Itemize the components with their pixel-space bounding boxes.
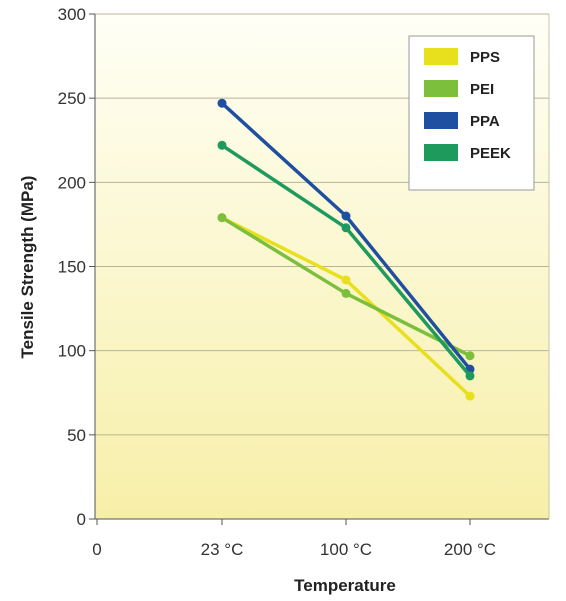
legend-swatch [424,112,458,129]
y-tick-label: 100 [58,342,86,361]
data-point-peek [465,371,475,381]
legend-swatch [424,144,458,161]
series-lines [217,98,475,401]
x-axis-title: Temperature [294,576,396,595]
legend-label: PEEK [470,145,511,162]
data-point-pps [341,275,351,285]
legend-label: PPA [470,113,500,130]
y-tick-label: 150 [58,258,86,277]
y-tick-label: 50 [67,426,86,445]
legend-swatch [424,48,458,65]
data-point-ppa [217,98,227,108]
data-point-pei [341,288,351,298]
y-tick-label: 300 [58,5,86,24]
legend-swatch [424,80,458,97]
data-point-pei [217,213,227,223]
y-axis-title: Tensile Strength (MPa) [18,176,37,359]
data-point-pps [465,391,475,401]
y-tick-label: 250 [58,89,86,108]
y-tick-label: 200 [58,173,86,192]
y-tick-label: 0 [77,510,86,529]
x-tick-label: 23 °C [201,540,244,559]
data-point-ppa [341,211,351,221]
data-point-peek [341,223,351,233]
y-axis-ticks: 0 50 100 150 200 250 300 [58,5,95,529]
x-tick-label: 100 °C [320,540,372,559]
data-point-pei [465,351,475,361]
x-tick-label: 0 [92,540,101,559]
x-axis-ticks: 0 23 °C 100 °C 200 °C [92,519,496,559]
legend: PPS PEI PPA PEEK [408,35,535,191]
data-point-peek [217,140,227,150]
legend-label: PEI [470,81,494,98]
legend-label: PPS [470,49,500,66]
x-tick-label: 200 °C [444,540,496,559]
